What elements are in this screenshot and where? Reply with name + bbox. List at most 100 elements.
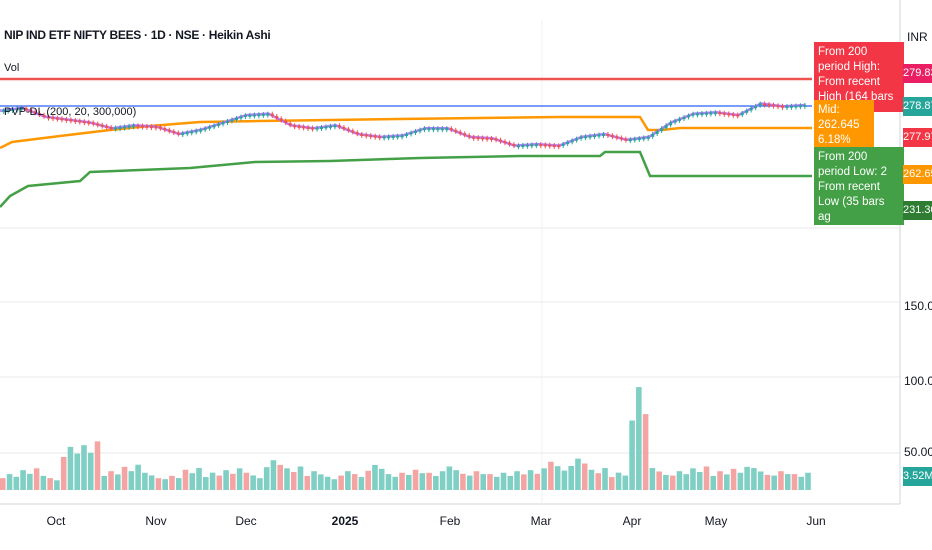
candle-body bbox=[118, 126, 122, 129]
volume-bar bbox=[683, 474, 689, 490]
volume-bar bbox=[189, 473, 196, 490]
volume-bar bbox=[47, 478, 53, 490]
candle-body bbox=[46, 116, 50, 119]
volume-bar bbox=[33, 468, 40, 490]
candle-body bbox=[794, 105, 798, 108]
candle-body bbox=[199, 129, 203, 132]
legend-indicator[interactable]: PVP-DL (200, 20, 300,000) bbox=[4, 106, 137, 118]
volume-bar bbox=[757, 471, 764, 490]
mid-box-line2: 6.18% above bbox=[818, 134, 851, 146]
candle-body bbox=[405, 133, 409, 136]
candle-body bbox=[454, 129, 458, 132]
candle-body bbox=[208, 126, 212, 129]
volume-bar bbox=[142, 472, 148, 490]
volume-bar bbox=[318, 474, 324, 490]
candle-body bbox=[114, 127, 118, 130]
candle-body bbox=[87, 121, 91, 124]
candle-body bbox=[507, 142, 511, 145]
candle-body bbox=[422, 128, 426, 131]
x-tick-may: May bbox=[704, 514, 728, 528]
volume-bar bbox=[263, 467, 270, 490]
candle-body bbox=[691, 113, 695, 116]
legend-vol[interactable]: Vol bbox=[4, 62, 20, 74]
candle-body bbox=[360, 133, 364, 136]
candle-body bbox=[194, 130, 198, 133]
candle-body bbox=[776, 105, 780, 108]
candle-body bbox=[185, 132, 189, 135]
candle-body bbox=[516, 145, 520, 148]
mid-line bbox=[0, 115, 812, 150]
x-tick-apr: Apr bbox=[622, 514, 642, 528]
mid-box-line1: Mid: 262.645 bbox=[818, 104, 860, 131]
volume-bar bbox=[101, 475, 108, 490]
volume-bar bbox=[466, 475, 473, 490]
volume-bar bbox=[561, 470, 568, 490]
candle-body bbox=[651, 133, 655, 137]
candle-body bbox=[695, 113, 699, 116]
volume-bar bbox=[236, 468, 243, 490]
candle-body bbox=[387, 136, 391, 139]
volume-bar bbox=[656, 471, 662, 490]
x-tick-2025: 2025 bbox=[331, 514, 359, 528]
volume-bar bbox=[433, 475, 439, 490]
candle-body bbox=[167, 129, 171, 132]
candle-body bbox=[579, 136, 583, 139]
price-tag-mid: 262.65 bbox=[903, 165, 932, 184]
candle-body bbox=[24, 107, 28, 110]
candle-body bbox=[221, 122, 225, 125]
candle-body bbox=[494, 138, 498, 141]
volume-bar bbox=[81, 445, 87, 490]
volume-bar bbox=[392, 476, 399, 490]
volume-bar bbox=[649, 468, 656, 490]
volume-bar bbox=[358, 477, 365, 490]
candle-body bbox=[306, 126, 310, 129]
candle-body bbox=[754, 105, 758, 109]
volume-bar bbox=[446, 466, 453, 490]
price-tag-recent-low: 231.30 bbox=[903, 201, 932, 220]
volume-bar bbox=[169, 475, 175, 490]
volume-bar bbox=[304, 475, 311, 490]
volume-bar bbox=[135, 464, 141, 490]
candle-body bbox=[38, 113, 42, 116]
candle-body bbox=[798, 105, 802, 108]
candle-body bbox=[449, 128, 453, 131]
volume-bar bbox=[534, 473, 541, 490]
candle-body bbox=[11, 109, 15, 112]
candle-body bbox=[722, 112, 726, 115]
candle-body bbox=[521, 144, 525, 147]
candle-body bbox=[226, 120, 230, 123]
candle-body bbox=[176, 132, 180, 135]
candle-body bbox=[351, 130, 355, 133]
candle-body bbox=[293, 125, 297, 128]
y-tick-100: 100.00 bbox=[904, 374, 932, 388]
volume-bar bbox=[230, 473, 236, 490]
currency-label[interactable]: INR bbox=[907, 30, 928, 44]
candle-body bbox=[311, 127, 315, 130]
volume-bar bbox=[575, 458, 581, 490]
volume-bar bbox=[663, 474, 669, 490]
candle-body bbox=[158, 126, 162, 129]
candle-body bbox=[499, 139, 503, 142]
volume-bar bbox=[724, 474, 730, 490]
volume-bar bbox=[778, 471, 784, 490]
candle-body bbox=[503, 141, 507, 144]
candle-body bbox=[709, 112, 713, 115]
candle-body bbox=[525, 144, 529, 147]
candle-body bbox=[575, 138, 579, 141]
volume-bar bbox=[412, 469, 419, 490]
candle-body bbox=[490, 138, 494, 141]
volume-bar bbox=[798, 476, 805, 490]
volume-bar bbox=[554, 466, 561, 490]
volume-bar bbox=[717, 471, 723, 490]
price-tag-period-high: 279.83 bbox=[903, 64, 932, 83]
candle-body bbox=[109, 126, 113, 129]
candle-body bbox=[687, 115, 691, 118]
y-tick-150: 150.00 bbox=[904, 299, 932, 313]
volume-bar bbox=[74, 453, 80, 490]
volume-bar bbox=[351, 474, 358, 490]
volume-bar bbox=[365, 470, 371, 490]
candle-body bbox=[337, 125, 341, 128]
candle-body bbox=[682, 117, 686, 120]
